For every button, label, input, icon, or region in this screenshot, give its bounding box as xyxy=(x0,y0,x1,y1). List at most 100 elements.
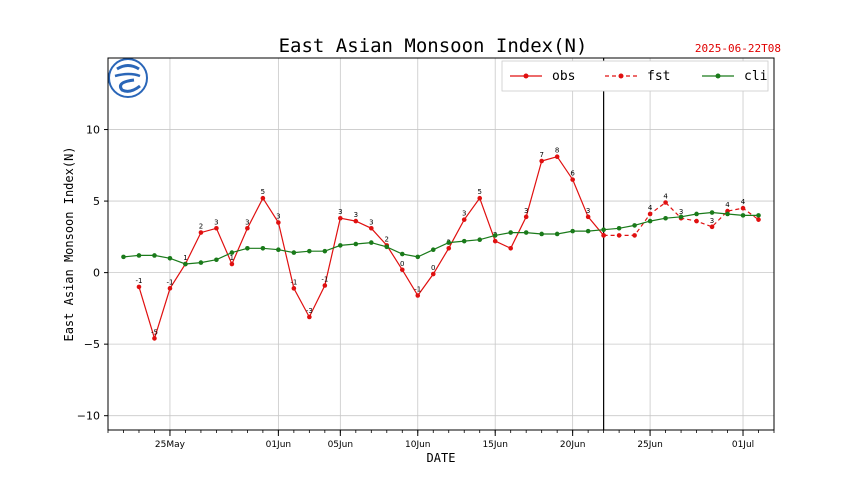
data-point-cli xyxy=(601,227,606,232)
data-label-obs: 3 xyxy=(524,207,528,215)
legend-label-obs: obs xyxy=(552,69,575,84)
data-point-cli xyxy=(725,211,730,217)
data-point-cli xyxy=(214,257,219,263)
plot-frame xyxy=(107,57,775,431)
x-tick-label: 01Jul xyxy=(732,440,754,450)
data-point-obs xyxy=(353,218,359,224)
cma-logo-icon xyxy=(108,58,148,98)
data-point-cli xyxy=(663,215,668,221)
data-point-obs xyxy=(399,267,405,273)
data-label-obs: -3 xyxy=(306,307,313,315)
data-point-cli xyxy=(384,244,390,250)
data-label-fst: 4 xyxy=(741,198,746,206)
data-point-cli xyxy=(307,248,312,254)
data-point-obs xyxy=(430,271,436,277)
x-tick-label: 25Jun xyxy=(637,440,663,450)
legend-label-fst: fst xyxy=(647,69,670,84)
data-point-cli xyxy=(291,250,297,255)
data-point-fst xyxy=(694,218,699,224)
data-point-cli xyxy=(678,214,684,220)
data-label-obs: 0 xyxy=(400,260,404,268)
data-label-obs: 1 xyxy=(183,254,187,262)
data-label-obs: 3 xyxy=(369,218,373,226)
data-point-cli xyxy=(152,253,157,258)
data-label-fst: 4 xyxy=(648,204,653,212)
data-point-obs xyxy=(461,217,467,222)
data-point-obs xyxy=(245,225,250,231)
data-point-obs xyxy=(539,158,544,164)
data-label-obs: 8 xyxy=(555,147,559,155)
x-axis-label: DATE xyxy=(427,451,456,465)
data-label-fst: 4 xyxy=(725,201,730,209)
data-point-cli xyxy=(338,243,343,248)
data-point-cli xyxy=(554,231,560,237)
data-label-obs: -1 xyxy=(414,286,421,294)
data-point-cli xyxy=(647,218,653,224)
data-point-obs xyxy=(446,245,452,251)
data-point-obs xyxy=(136,284,142,290)
data-label-obs: 7 xyxy=(539,151,543,159)
data-point-obs xyxy=(229,261,235,267)
data-label-obs: -1 xyxy=(166,278,173,286)
series-line-cli xyxy=(123,211,759,265)
data-label-obs: 3 xyxy=(586,207,590,215)
data-label-obs: -5 xyxy=(151,328,158,336)
data-label-obs: 5 xyxy=(261,188,265,196)
data-point-cli xyxy=(616,225,622,231)
data-point-cli xyxy=(492,233,498,238)
data-point-cli xyxy=(121,254,126,260)
data-point-obs xyxy=(477,195,483,201)
data-point-obs xyxy=(585,214,591,220)
y-tick-label: 0 xyxy=(93,267,100,280)
x-tick-label: 01Jun xyxy=(266,440,292,450)
data-point-cli xyxy=(709,210,715,215)
series-line-obs xyxy=(138,156,605,341)
data-point-obs xyxy=(214,225,219,231)
data-label-obs: -1 xyxy=(321,275,328,283)
data-point-cli xyxy=(756,213,761,218)
data-label-obs: 3 xyxy=(338,208,342,216)
x-tick-label: 15Jun xyxy=(482,440,508,450)
data-point-cli xyxy=(353,241,359,247)
data-point-obs xyxy=(570,177,575,182)
data-point-cli xyxy=(523,230,529,235)
data-point-cli xyxy=(167,256,173,261)
series-cli xyxy=(121,210,761,267)
data-point-cli xyxy=(369,240,374,245)
data-point-cli xyxy=(632,223,637,228)
data-point-fst xyxy=(632,233,637,238)
data-point-cli xyxy=(260,245,266,251)
data-point-cli xyxy=(477,237,483,243)
data-label-obs: 3 xyxy=(462,210,466,218)
data-point-cli xyxy=(446,240,452,245)
legend-label-cli: cli xyxy=(744,69,767,84)
data-point-cli xyxy=(229,250,235,255)
y-tick-label: −10 xyxy=(77,410,100,423)
data-label-obs: 2 xyxy=(385,235,389,243)
y-tick-label: −5 xyxy=(84,338,100,351)
data-label-obs: 3 xyxy=(245,218,249,226)
y-tick-label: 10 xyxy=(86,124,100,137)
data-point-obs xyxy=(508,245,513,251)
chart-legend: obs fst cli xyxy=(501,60,769,92)
data-point-obs xyxy=(369,225,374,231)
data-point-cli xyxy=(740,213,746,218)
data-point-cli xyxy=(430,247,436,253)
data-label-fst: 4 xyxy=(663,193,668,201)
data-point-cli xyxy=(508,230,513,235)
data-point-cli xyxy=(136,253,142,258)
data-point-cli xyxy=(322,248,328,254)
series-group: -1-5-11231353-1-3-133320-102352378634433… xyxy=(121,147,761,341)
x-tick-label: 10Jun xyxy=(405,440,431,450)
data-point-obs xyxy=(152,336,157,341)
x-tick-label: 25May xyxy=(155,440,186,450)
data-point-cli xyxy=(198,260,204,265)
data-label-obs: 2 xyxy=(199,223,203,231)
data-point-cli xyxy=(694,211,699,217)
forecast-timestamp: 2025-06-22T08 xyxy=(695,42,781,55)
data-point-obs xyxy=(276,220,281,225)
data-point-cli xyxy=(461,238,467,244)
data-point-fst xyxy=(601,233,606,238)
